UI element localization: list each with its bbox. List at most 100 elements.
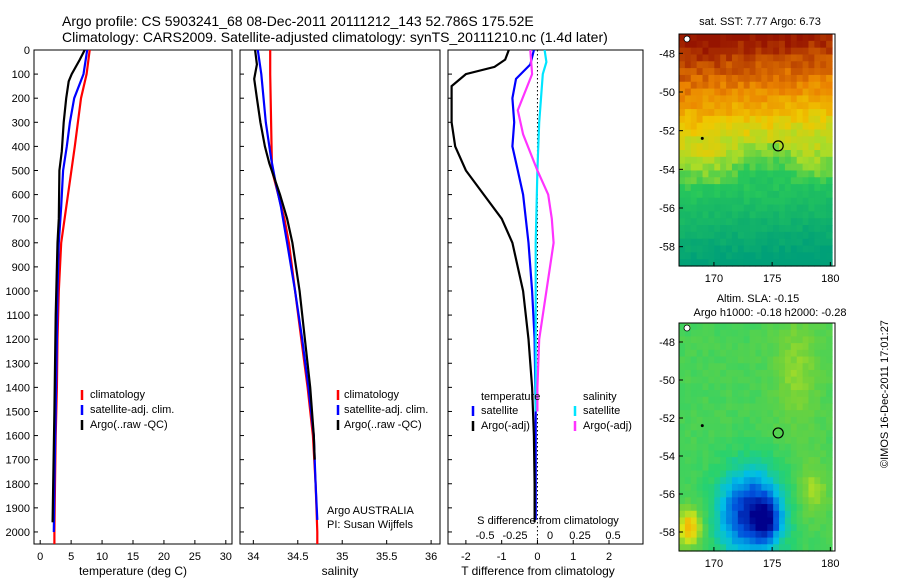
map-cell	[767, 259, 774, 267]
map-cell	[767, 390, 774, 398]
map-cell	[684, 390, 692, 398]
map-cell	[679, 544, 686, 552]
map-cell	[731, 497, 739, 505]
map-cell	[708, 463, 715, 472]
map-cell	[802, 504, 810, 512]
map-cell	[690, 477, 698, 485]
map-cell	[737, 61, 745, 69]
map-cell	[720, 47, 727, 56]
map-cell	[820, 211, 827, 219]
map-cell	[749, 61, 757, 69]
map-cell	[820, 88, 827, 97]
map-cell	[790, 129, 798, 137]
map-cell	[802, 390, 810, 398]
map-cell	[802, 231, 810, 240]
map-cell	[684, 483, 692, 492]
map-cell	[755, 410, 762, 418]
map-cell	[702, 497, 710, 505]
map-cell	[679, 329, 686, 338]
map-cell	[726, 95, 733, 103]
map-cell	[761, 349, 768, 358]
map-cell	[731, 74, 739, 83]
map-cell	[684, 336, 692, 344]
map-cell	[749, 416, 757, 425]
map-cell	[749, 81, 757, 90]
map-cell	[784, 470, 792, 478]
map-cell	[731, 416, 739, 425]
map-cell	[820, 40, 827, 49]
map-cell	[796, 170, 804, 178]
map-cell	[702, 122, 710, 131]
map-cell	[731, 177, 739, 185]
map-cell	[826, 403, 833, 411]
map-cell	[790, 218, 798, 226]
map-cell	[696, 211, 704, 219]
lat-tick-label: -58	[659, 527, 675, 539]
map-cell	[808, 211, 815, 219]
map-cell	[796, 437, 804, 445]
map-cell	[714, 204, 721, 213]
map-cell	[726, 129, 733, 137]
map-cell	[755, 68, 762, 76]
map-cell	[690, 349, 698, 358]
map-cell	[679, 109, 686, 117]
map-cell	[696, 204, 704, 213]
depth-tick-label: 2000	[6, 527, 30, 539]
map-cell	[755, 544, 762, 552]
map-cell	[773, 150, 780, 158]
map-cell	[743, 537, 751, 545]
map-cell	[726, 504, 733, 512]
map-cell	[743, 34, 751, 42]
map-cell	[767, 329, 774, 338]
map-cell	[808, 537, 815, 545]
map-cell	[714, 143, 721, 151]
map-cell	[690, 115, 698, 124]
map-cell	[679, 537, 686, 545]
map-cell	[796, 524, 804, 532]
map-cell	[696, 47, 704, 56]
map-cell	[708, 129, 715, 137]
map-cell	[684, 143, 692, 151]
map-cell	[690, 483, 698, 492]
map-cell	[708, 74, 715, 83]
map-cell	[790, 463, 798, 472]
map-cell	[826, 510, 833, 519]
map-cell	[737, 457, 745, 465]
map-cell	[731, 336, 739, 344]
map-cell	[773, 197, 780, 206]
map-cell	[749, 343, 757, 351]
map-cell	[702, 211, 710, 219]
map-cell	[761, 537, 768, 545]
map-cell	[690, 544, 698, 552]
map-cell	[714, 245, 721, 253]
map-cell	[814, 423, 821, 431]
map-cell	[696, 477, 704, 485]
map-cell	[731, 403, 739, 411]
map-cell	[808, 81, 815, 90]
map-cell	[767, 403, 774, 411]
map-cell	[714, 524, 721, 532]
map-cell	[779, 150, 786, 158]
map-cell	[702, 40, 710, 49]
map-cell	[690, 68, 698, 76]
legend-label: Argo(-adj)	[481, 420, 530, 432]
map-cell	[737, 109, 745, 117]
map-cell	[796, 61, 804, 69]
map-cell	[784, 225, 792, 233]
map-cell	[826, 259, 833, 267]
map-cell	[761, 47, 768, 56]
map-cell	[690, 463, 698, 472]
map-cell	[796, 40, 804, 49]
map-cell	[702, 530, 710, 539]
map-cell	[714, 252, 721, 260]
map-cell	[814, 88, 821, 97]
map-cell	[755, 336, 762, 344]
map-cell	[808, 47, 815, 56]
map-cell	[773, 504, 780, 512]
map-cell	[679, 211, 686, 219]
map-cell	[726, 544, 733, 552]
map-cell	[761, 329, 768, 338]
map-cell	[755, 403, 762, 411]
x-tick-label: 5	[68, 551, 74, 563]
map-cell	[684, 40, 692, 49]
